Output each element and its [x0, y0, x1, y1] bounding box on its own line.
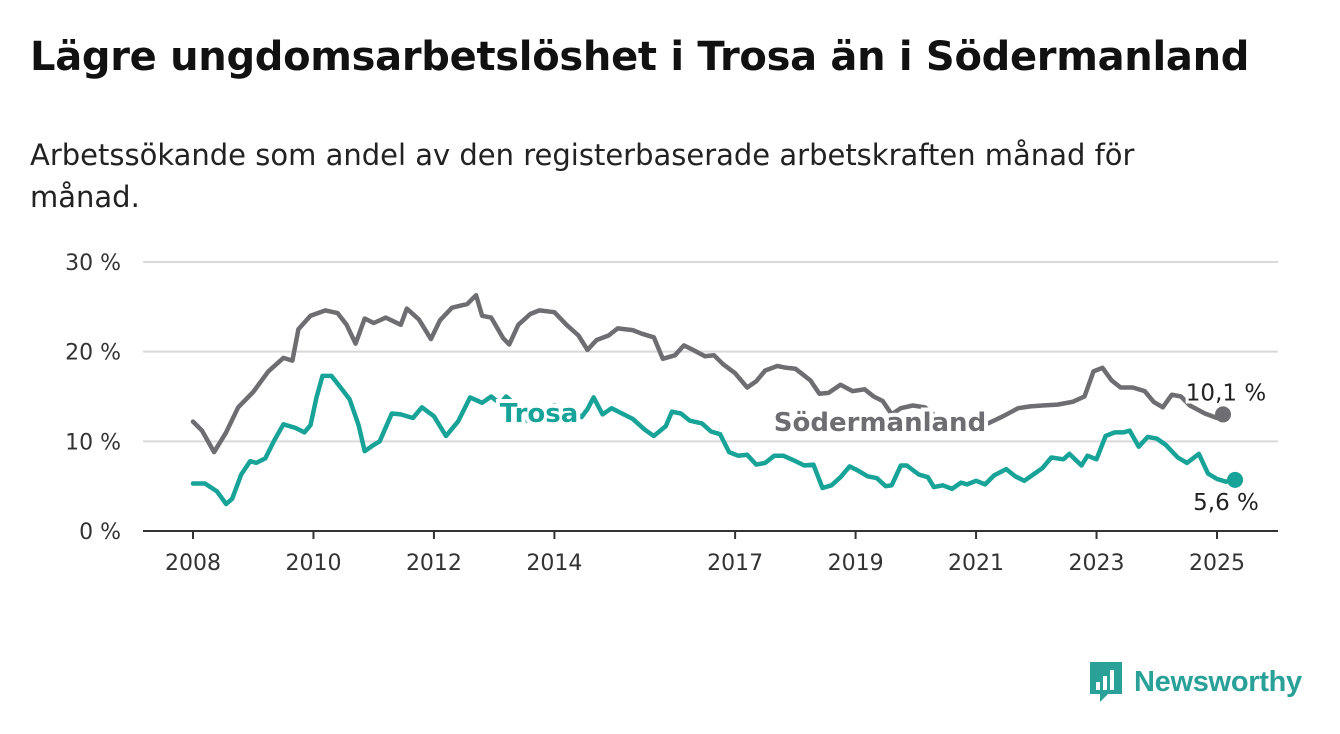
x-tick-label: 2014: [526, 551, 582, 576]
x-tick-label: 2023: [1069, 551, 1125, 576]
x-tick-label: 2012: [406, 551, 462, 576]
y-tick-label: 0 %: [79, 520, 121, 545]
series-label-trosa: Trosa: [500, 399, 579, 429]
newsworthy-logo: Newsworthy: [1088, 660, 1302, 704]
chart-subtitle: Arbetssökande som andel av den registerb…: [30, 138, 1135, 214]
x-tick-label: 2017: [707, 551, 763, 576]
newsworthy-icon: [1090, 662, 1122, 702]
series-line-sodermanland: [190, 292, 1226, 455]
series-line-trosa: [190, 373, 1238, 507]
end-marker-sodermanland: [1215, 406, 1232, 423]
y-tick-label: 20 %: [65, 341, 121, 366]
end-label-sodermanland: 10,1 %: [1186, 380, 1266, 406]
x-tick-label: 2008: [165, 551, 221, 576]
chart-title: Lägre ungdomsarbetslöshet i Trosa än i S…: [30, 34, 1250, 80]
series-label-sodermanland: Södermanland: [774, 408, 986, 438]
y-tick-label: 30 %: [65, 251, 121, 276]
y-tick-label: 10 %: [65, 430, 121, 455]
brand-name: Newsworthy: [1134, 665, 1302, 698]
x-tick-label: 2025: [1189, 551, 1245, 576]
end-marker-trosa: [1227, 471, 1244, 488]
x-tick-label: 2021: [948, 551, 1004, 576]
x-tick-label: 2010: [285, 551, 341, 576]
end-label-trosa: 5,6 %: [1193, 490, 1259, 516]
x-tick-label: 2019: [828, 551, 884, 576]
line-chart: 0 % 10 % 20 % 30 % 2008 2010 2012 2014 2017 2019 2…: [65, 251, 1278, 576]
